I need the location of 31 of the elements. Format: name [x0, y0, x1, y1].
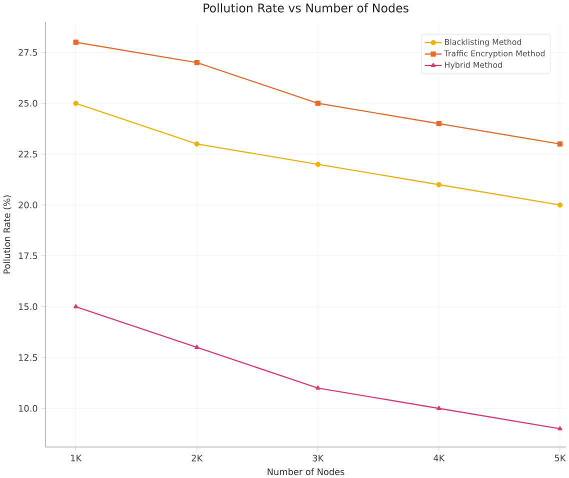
point — [315, 161, 320, 167]
point — [74, 304, 78, 308]
point — [194, 60, 200, 65]
y-tick-label: 10.0 — [19, 404, 38, 412]
y-tick-label: 22.5 — [18, 150, 38, 158]
chart-title: Pollution Rate vs Number of Nodes — [204, 3, 408, 12]
y-tick-label: 15.0 — [19, 303, 38, 310]
point — [315, 100, 320, 106]
x-axis-title: Number of Nodes — [268, 468, 344, 475]
y-tick-label: 27.5 — [18, 48, 38, 56]
y-tick-label: 25.0 — [18, 100, 38, 106]
y-tick-label: 12.5 — [19, 354, 38, 361]
x-tick-label: 2K — [192, 454, 203, 462]
x-tick-label: 4K — [434, 454, 445, 462]
point — [558, 426, 562, 430]
point — [73, 39, 78, 45]
x-tick-label: 1K — [71, 454, 82, 462]
y-tick-label: 20.0 — [18, 201, 38, 208]
point — [194, 141, 200, 146]
point — [73, 100, 78, 106]
point — [557, 141, 563, 146]
point — [436, 120, 442, 126]
point — [557, 202, 563, 208]
x-tick-label: 5K — [554, 454, 566, 462]
y-axis-title: Pollution Rate (%) — [3, 195, 12, 274]
point — [436, 182, 442, 187]
x-tick-label: 3K — [312, 454, 324, 462]
y-tick-label: 17.5 — [19, 252, 38, 259]
point — [316, 385, 320, 390]
point — [436, 406, 442, 410]
point — [194, 344, 200, 349]
